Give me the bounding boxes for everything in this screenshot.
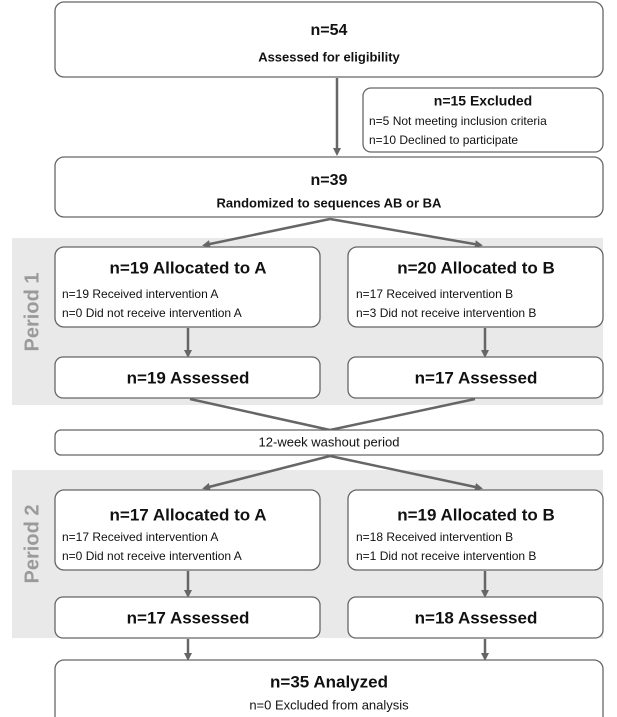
node-title: n=17 Assessed <box>415 368 538 387</box>
node-box <box>54 659 604 717</box>
node-line: n=5 Not meeting inclusion criteria <box>369 114 547 128</box>
node-box <box>347 489 604 571</box>
node-line: n=10 Declined to participate <box>369 133 518 147</box>
node-title: n=19 Allocated to B <box>397 505 555 524</box>
node-title: n=17 Assessed <box>127 608 250 627</box>
node-box <box>362 87 604 153</box>
node-title: n=35 Analyzed <box>270 672 388 691</box>
node-line: n=3 Did not receive intervention B <box>356 306 536 320</box>
period-label: Period 1 <box>21 273 43 352</box>
node-line: n=17 Received intervention A <box>62 530 218 544</box>
node-box <box>347 246 604 328</box>
node-box <box>347 596 604 639</box>
node-title: n=19 Assessed <box>127 368 250 387</box>
node-box <box>54 596 321 639</box>
node-title: n=54 <box>311 22 348 39</box>
node-line: n=0 Did not receive intervention A <box>62 306 242 320</box>
arrows <box>184 78 489 661</box>
node-title: n=20 Allocated to B <box>397 258 555 277</box>
node-line: n=1 Did not receive intervention B <box>356 549 536 563</box>
node-title: n=19 Allocated to A <box>110 258 267 277</box>
node-line: n=0 Did not receive intervention A <box>62 549 242 563</box>
node-box <box>347 356 604 399</box>
node-box <box>54 429 604 456</box>
node-box <box>54 489 321 571</box>
node-subtitle: Assessed for eligibility <box>258 49 400 64</box>
node-box <box>54 156 604 218</box>
node-title: n=39 <box>311 172 348 189</box>
period-label: Period 2 <box>21 505 43 584</box>
node-line: n=17 Received intervention B <box>356 287 513 301</box>
node-box <box>54 1 604 78</box>
node-box <box>54 356 321 399</box>
node-box <box>54 246 321 328</box>
node-title: n=17 Allocated to A <box>110 505 267 524</box>
node-title: n=18 Assessed <box>415 608 538 627</box>
node-line: n=18 Received intervention B <box>356 530 513 544</box>
node-title: 12-week washout period <box>259 434 400 449</box>
node-subtitle: Randomized to sequences AB or BA <box>217 195 442 210</box>
node-subtitle: n=0 Excluded from analysis <box>249 697 409 712</box>
node-line: n=19 Received intervention A <box>62 287 218 301</box>
node-title: n=15 Excluded <box>434 93 532 109</box>
